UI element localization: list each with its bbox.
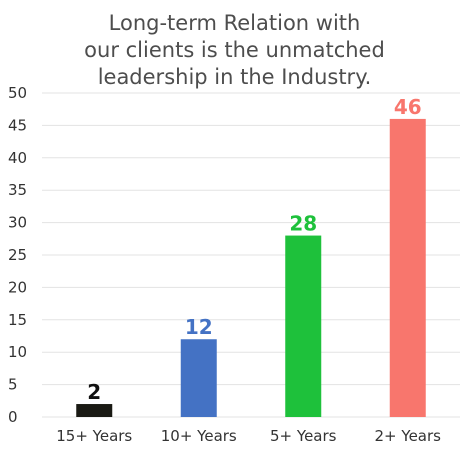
- y-tick-label: 25: [8, 246, 27, 264]
- bar-10-years: [180, 339, 217, 417]
- bar-15-years: [76, 404, 113, 417]
- y-tick-label: 5: [8, 376, 18, 394]
- data-label: 46: [394, 95, 422, 119]
- chart-title: Long-term Relation with our clients is t…: [0, 10, 469, 91]
- chart-title-line-2: our clients is the unmatched: [84, 38, 385, 62]
- chart-title-line-3: leadership in the Industry.: [97, 65, 372, 89]
- data-labels: 2 12 28 46: [87, 95, 421, 404]
- bar-5-years: [285, 235, 322, 417]
- y-tick-label: 30: [8, 214, 27, 232]
- y-tick-label: 40: [8, 149, 27, 167]
- x-category-label: 10+ Years: [161, 427, 237, 445]
- x-category-label: 5+ Years: [270, 427, 337, 445]
- bars: [76, 118, 426, 418]
- y-axis-tick-labels: 0 5 10 15 20 25 30 35 40 45 50: [8, 84, 27, 426]
- y-tick-label: 15: [8, 311, 27, 329]
- y-tick-label: 0: [8, 408, 18, 426]
- data-label: 2: [87, 380, 101, 404]
- data-label: 12: [185, 315, 213, 339]
- y-tick-label: 20: [8, 278, 27, 296]
- y-tick-label: 50: [8, 84, 27, 102]
- y-tick-label: 45: [8, 116, 27, 134]
- bar-2-years: [389, 118, 426, 418]
- y-tick-label: 10: [8, 343, 27, 361]
- x-category-label: 2+ Years: [375, 427, 442, 445]
- x-axis-category-labels: 15+ Years 10+ Years 5+ Years 2+ Years: [56, 427, 441, 445]
- data-label: 28: [289, 212, 317, 236]
- chart-title-line-1: Long-term Relation with: [108, 11, 361, 35]
- y-tick-label: 35: [8, 181, 27, 199]
- x-category-label: 15+ Years: [56, 427, 132, 445]
